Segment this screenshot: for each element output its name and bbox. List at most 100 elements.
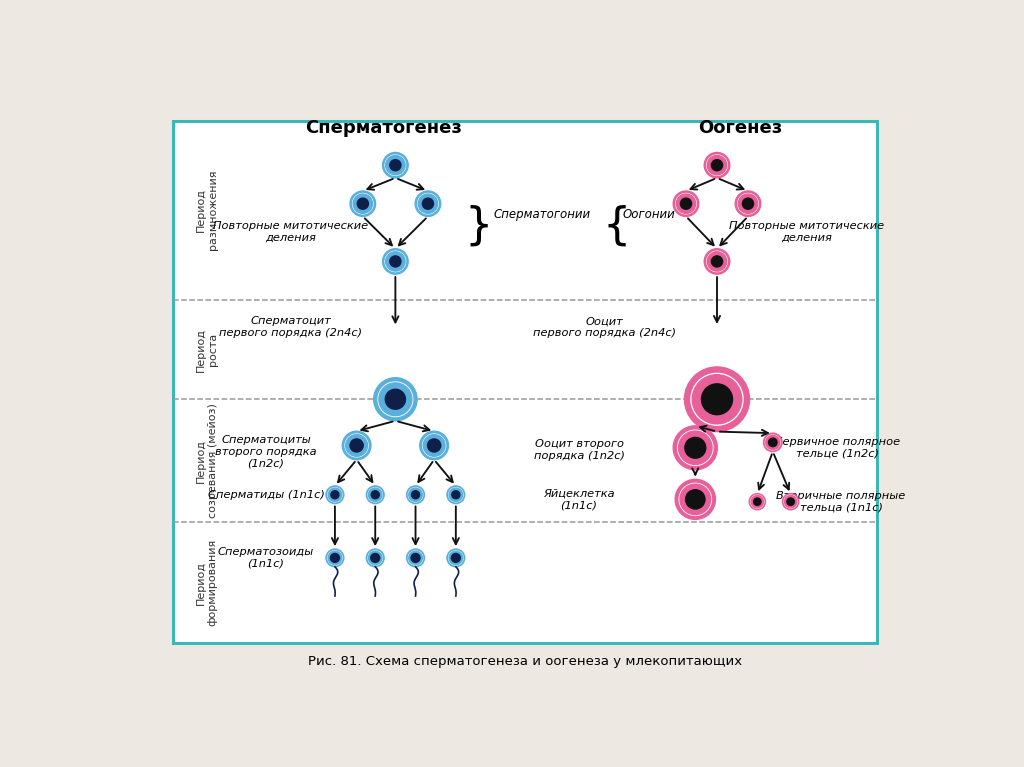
- Circle shape: [423, 435, 445, 456]
- Circle shape: [764, 433, 782, 452]
- Circle shape: [331, 491, 339, 499]
- Text: Ооцит второго
порядка (1n2c): Ооцит второго порядка (1n2c): [534, 439, 625, 461]
- Circle shape: [750, 494, 765, 510]
- Circle shape: [707, 252, 727, 272]
- Circle shape: [390, 256, 401, 267]
- Circle shape: [707, 155, 727, 176]
- Circle shape: [328, 551, 342, 565]
- Circle shape: [737, 193, 758, 214]
- Circle shape: [452, 491, 460, 499]
- Circle shape: [685, 437, 706, 458]
- Text: Период
созревания (мейоз): Период созревания (мейоз): [197, 403, 218, 518]
- Circle shape: [368, 488, 382, 502]
- Text: Вторичные полярные
тельца (1n1c): Вторичные полярные тельца (1n1c): [776, 491, 905, 512]
- Circle shape: [326, 486, 344, 504]
- Circle shape: [369, 488, 382, 502]
- Circle shape: [385, 155, 406, 176]
- Circle shape: [676, 194, 695, 213]
- Circle shape: [326, 549, 344, 567]
- Circle shape: [350, 439, 364, 452]
- Circle shape: [418, 194, 437, 213]
- Circle shape: [679, 431, 712, 465]
- Circle shape: [446, 486, 465, 504]
- Circle shape: [692, 375, 741, 424]
- Text: Рис. 81. Схема сперматогенеза и оогенеза у млекопитающих: Рис. 81. Схема сперматогенеза и оогенеза…: [308, 655, 741, 668]
- Circle shape: [708, 156, 727, 175]
- Circle shape: [328, 551, 342, 565]
- Circle shape: [673, 426, 718, 469]
- Circle shape: [386, 156, 406, 175]
- Circle shape: [383, 153, 409, 178]
- Circle shape: [369, 551, 382, 565]
- Circle shape: [678, 430, 713, 466]
- Circle shape: [371, 554, 380, 562]
- Circle shape: [328, 488, 342, 502]
- Circle shape: [407, 486, 424, 504]
- Circle shape: [705, 153, 730, 178]
- Circle shape: [712, 160, 723, 171]
- Circle shape: [766, 436, 780, 449]
- Text: Яйцеклетка
(1n1c): Яйцеклетка (1n1c): [544, 489, 614, 510]
- Circle shape: [412, 491, 420, 499]
- Circle shape: [449, 551, 463, 565]
- Text: Повторные митотические
деления: Повторные митотические деления: [213, 222, 369, 243]
- Circle shape: [383, 249, 409, 274]
- Circle shape: [374, 377, 417, 421]
- Circle shape: [352, 193, 373, 214]
- Circle shape: [680, 198, 691, 209]
- Circle shape: [701, 384, 732, 415]
- Circle shape: [712, 256, 723, 267]
- Circle shape: [782, 494, 799, 510]
- Circle shape: [385, 252, 406, 272]
- Circle shape: [686, 490, 705, 509]
- Circle shape: [765, 435, 780, 449]
- Circle shape: [346, 435, 368, 456]
- Text: Оогонии: Оогонии: [623, 208, 675, 221]
- Circle shape: [331, 554, 339, 562]
- Circle shape: [428, 439, 440, 452]
- Circle shape: [449, 488, 463, 502]
- Circle shape: [423, 434, 445, 457]
- Text: Период
роста: Период роста: [197, 328, 218, 371]
- Text: }: }: [464, 204, 493, 247]
- Circle shape: [754, 498, 761, 505]
- Circle shape: [353, 194, 373, 213]
- Circle shape: [379, 383, 412, 416]
- Circle shape: [446, 549, 465, 567]
- Circle shape: [386, 252, 406, 271]
- Circle shape: [452, 554, 460, 562]
- Text: Первичное полярное
тельце (1n2c): Первичное полярное тельце (1n2c): [774, 437, 900, 459]
- Circle shape: [420, 431, 449, 459]
- Circle shape: [418, 193, 438, 214]
- Circle shape: [378, 382, 413, 416]
- Text: Сперматиды (1n1c): Сперматиды (1n1c): [208, 490, 325, 500]
- Text: {: {: [602, 204, 631, 247]
- Circle shape: [409, 488, 423, 502]
- Circle shape: [415, 191, 440, 216]
- FancyBboxPatch shape: [173, 120, 877, 643]
- Text: Сперматоцит
первого порядка (2n4c): Сперматоцит первого порядка (2n4c): [219, 316, 362, 337]
- Text: Период
формирования: Период формирования: [197, 539, 218, 626]
- Circle shape: [742, 198, 754, 209]
- Circle shape: [357, 198, 369, 209]
- Circle shape: [769, 438, 777, 446]
- Circle shape: [345, 434, 368, 457]
- Text: Сперматоциты
второго порядка
(1n2c): Сперматоциты второго порядка (1n2c): [215, 435, 316, 468]
- Text: Сперматозоиды
(1n1c): Сперматозоиды (1n1c): [218, 547, 314, 568]
- Circle shape: [751, 495, 764, 509]
- Text: Сперматогенез: Сперматогенез: [305, 119, 462, 137]
- Circle shape: [409, 488, 422, 502]
- Circle shape: [367, 549, 384, 567]
- Circle shape: [679, 483, 712, 515]
- Circle shape: [735, 191, 761, 216]
- Text: Оогенез: Оогенез: [698, 119, 782, 137]
- Circle shape: [680, 484, 711, 515]
- Text: Повторные митотические
деления: Повторные митотические деления: [728, 222, 884, 243]
- Circle shape: [673, 191, 698, 216]
- Circle shape: [390, 160, 401, 171]
- Circle shape: [409, 551, 423, 565]
- Circle shape: [675, 479, 716, 519]
- Text: Ооцит
первого порядка (2n4c): Ооцит первого порядка (2n4c): [534, 316, 676, 337]
- Circle shape: [350, 191, 376, 216]
- Circle shape: [367, 486, 384, 504]
